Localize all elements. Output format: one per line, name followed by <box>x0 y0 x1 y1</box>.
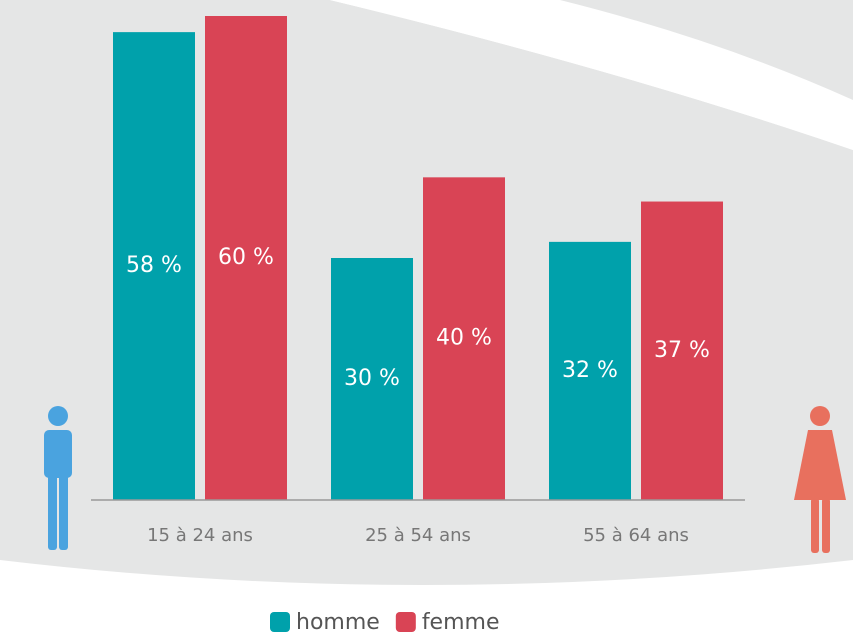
woman-icon <box>794 406 846 553</box>
bar <box>641 201 723 501</box>
bar <box>423 177 505 501</box>
x-tick-label: 25 à 54 ans <box>365 525 471 546</box>
legend-label: homme <box>296 610 380 635</box>
bar <box>205 16 287 500</box>
value-label: 60 % <box>218 245 274 270</box>
legend-swatch <box>395 612 416 632</box>
background-shape <box>560 0 853 100</box>
bar <box>331 258 413 500</box>
legend-label: femme <box>422 610 500 635</box>
value-label: 30 % <box>344 366 400 391</box>
value-label: 40 % <box>436 326 492 351</box>
x-tick-label: 55 à 64 ans <box>583 525 689 546</box>
legend-swatch <box>270 612 290 632</box>
x-tick-label: 15 à 24 ans <box>147 525 253 546</box>
bar <box>549 241 631 500</box>
value-label: 58 % <box>126 253 182 278</box>
man-icon <box>44 406 72 550</box>
bar <box>113 32 195 501</box>
value-label: 32 % <box>562 358 618 383</box>
background-band <box>0 560 853 637</box>
value-label: 37 % <box>654 338 710 363</box>
